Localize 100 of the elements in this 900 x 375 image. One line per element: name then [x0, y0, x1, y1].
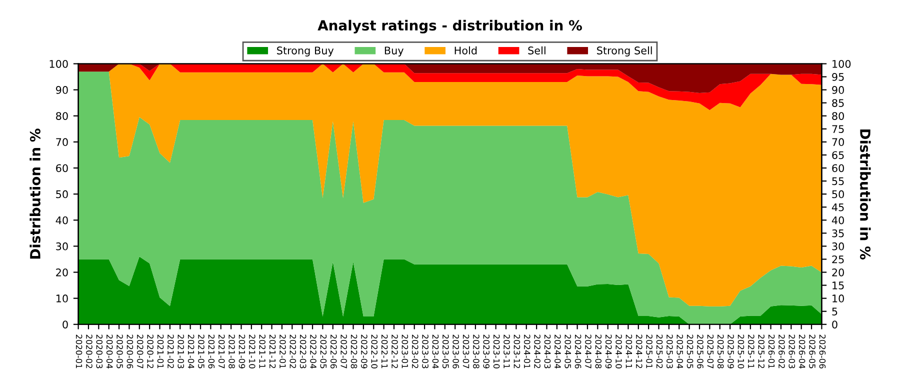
y2-tick-label: 40: [832, 216, 844, 224]
x-tick-label: 2023-09: [483, 334, 490, 368]
x-tick-label: 2023-11: [504, 334, 510, 368]
y2-tick-label: 45: [832, 203, 844, 212]
legend-label: Strong Buy: [277, 46, 334, 56]
x-tick-label: 2022-01: [280, 334, 286, 368]
y2-tick-label: 10: [832, 294, 844, 302]
y2-tick-label: 70: [832, 138, 844, 146]
x-tick-label: 2022-10: [371, 334, 378, 368]
y2-axis-title: Distribution in %: [860, 129, 871, 260]
y2-tick-label: 30: [832, 242, 844, 250]
x-tick-label: 2020-04: [106, 334, 113, 368]
x-tick-label: 2021-04: [188, 334, 194, 368]
x-tick-label: 2024-06: [574, 334, 582, 368]
x-tick-label: 2020-07: [136, 334, 144, 368]
x-tick-label: 2024-07: [585, 334, 592, 368]
x-tick-label: 2025-02: [656, 334, 663, 368]
x-tick-label: 2021-02: [168, 334, 174, 368]
x-tick-label: 2022-09: [361, 334, 368, 368]
x-tick-label: 2022-04: [310, 334, 316, 368]
x-tick-label: 2026-02: [778, 334, 785, 368]
y-tick-label: 10: [56, 294, 68, 302]
x-tick-label: 2022-07: [340, 334, 347, 368]
y-tick-label: 60: [56, 164, 68, 172]
x-tick-label: 2024-03: [544, 334, 551, 368]
x-tick-label: 2025-06: [697, 334, 704, 368]
x-tick-label: 2020-03: [96, 334, 103, 368]
x-tick-label: 2024-12: [636, 334, 642, 368]
x-tick-label: 2025-03: [666, 334, 673, 368]
x-tick-label: 2023-03: [422, 334, 428, 368]
x-tick-label: 2021-09: [238, 334, 246, 368]
y-tick-label: 90: [56, 86, 68, 94]
x-tick-label: 2026-04: [798, 334, 806, 368]
x-tick-label: 2022-11: [381, 334, 388, 368]
x-tick-label: 2026-03: [788, 334, 796, 368]
y-axis-title: Distribution in %: [30, 128, 40, 259]
x-tick-label: 2021-06: [208, 334, 215, 368]
x-tick-label: 2022-12: [392, 334, 398, 368]
x-tick-label: 2024-04: [554, 334, 561, 368]
legend-label: Strong Sell: [597, 46, 652, 56]
x-tick-label: 2025-04: [676, 334, 684, 368]
x-tick-label: 2024-10: [616, 334, 622, 368]
y2-tick-label: 0: [832, 320, 838, 328]
x-tick-label: 2025-09: [728, 334, 734, 368]
x-tick-label: 2021-01: [157, 334, 164, 368]
x-tick-label: 2025-05: [686, 334, 694, 368]
x-tick-label: 2023-07: [462, 334, 470, 368]
x-tick-label: 2025-11: [748, 334, 754, 368]
x-tick-label: 2022-03: [300, 334, 306, 368]
y2-tick-label: 90: [832, 86, 844, 94]
x-tick-label: 2023-06: [452, 334, 459, 368]
y2-tick-label: 65: [832, 151, 844, 160]
x-tick-label: 2024-09: [605, 334, 612, 368]
x-tick-label: 2020-12: [147, 334, 154, 368]
legend-label: Hold: [454, 46, 477, 54]
x-tick-label: 2023-10: [493, 334, 500, 368]
y-tick-label: 80: [56, 112, 68, 120]
x-tick-label: 2020-06: [126, 334, 134, 368]
y2-tick-label: 75: [832, 125, 844, 134]
y2-tick-label: 35: [832, 229, 844, 238]
x-tick-label: 2023-08: [473, 334, 480, 368]
y-tick-label: 20: [56, 268, 68, 276]
x-tick-label: 2023-12: [514, 334, 520, 368]
x-tick-label: 2021-12: [269, 334, 276, 368]
y2-tick-label: 85: [832, 99, 844, 107]
y2-tick-label: 55: [832, 177, 844, 186]
x-tick-label: 2022-06: [330, 334, 337, 368]
x-tick-label: 2022-05: [320, 334, 327, 368]
y2-tick-label: 50: [832, 190, 844, 198]
x-tick-label: 2025-10: [738, 334, 744, 368]
x-tick-label: 2024-01: [524, 334, 530, 368]
x-tick-label: 2021-05: [198, 334, 204, 368]
x-tick-label: 2020-05: [116, 334, 123, 368]
y2-tick-label: 20: [832, 268, 844, 276]
y2-tick-label: 5: [832, 308, 838, 316]
y-tick-label: 0: [62, 320, 68, 328]
x-tick-label: 2026-06: [819, 334, 826, 368]
x-tick-label: 2023-04: [432, 334, 439, 368]
y2-tick-label: 15: [832, 282, 844, 290]
x-tick-label: 2021-08: [228, 334, 235, 368]
x-tick-label: 2025-07: [707, 334, 714, 368]
y2-tick-label: 80: [832, 112, 844, 120]
y-tick-label: 40: [56, 216, 68, 224]
x-tick-label: 2020-01: [76, 334, 82, 368]
y2-tick-label: 60: [832, 164, 844, 172]
x-tick-label: 2021-11: [259, 334, 266, 368]
x-tick-label: 2024-11: [626, 334, 632, 368]
chart-title: Analyst ratings - distribution in %: [318, 20, 582, 34]
x-tick-label: 2021-03: [178, 334, 184, 368]
x-tick-label: 2023-02: [412, 334, 418, 368]
x-tick-label: 2024-05: [564, 334, 571, 368]
x-tick-label: 2023-01: [402, 334, 408, 368]
y-tick-label: 30: [56, 242, 68, 250]
x-tick-label: 2025-12: [758, 334, 764, 368]
x-tick-label: 2023-05: [442, 334, 449, 368]
y2-tick-label: 100: [832, 60, 851, 68]
y2-tick-label: 95: [832, 73, 844, 81]
x-tick-label: 2022-02: [290, 334, 296, 368]
legend-label: Sell: [528, 46, 546, 54]
x-tick-label: 2025-08: [717, 334, 724, 368]
